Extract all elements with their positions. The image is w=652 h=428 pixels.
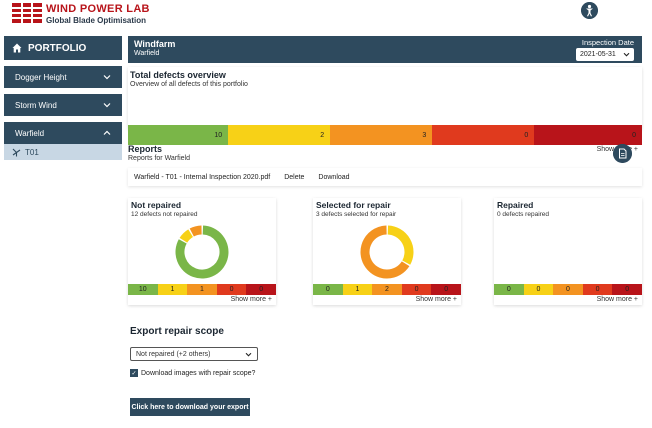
sidebar-subitem-t01[interactable]: T01 xyxy=(4,144,122,160)
download-images-checkbox[interactable]: ✓ xyxy=(130,369,138,377)
severity-count: 1 xyxy=(157,284,188,295)
chevron-down-icon xyxy=(103,103,111,108)
severity-count: 0 xyxy=(313,284,343,295)
inspection-date-label: Inspection Date xyxy=(581,38,634,47)
reports-subtitle: Reports for Warfield xyxy=(128,155,190,162)
severity-segment: 2 xyxy=(228,125,331,145)
severity-segment: 10 xyxy=(128,125,229,145)
severity-count: 1 xyxy=(342,284,373,295)
card-show-more-link[interactable]: Show more + xyxy=(596,296,638,303)
sidebar-item-label: Storm Wind xyxy=(15,100,57,110)
repair-scope-select[interactable]: Not repaired (+2 others) xyxy=(130,347,258,361)
download-images-option: ✓ Download images with repair scope? xyxy=(130,369,255,377)
not-repaired-card: Not repaired 12 defects not repaired 10 1… xyxy=(128,198,276,305)
sidebar-subitem-label: T01 xyxy=(25,147,39,157)
severity-segment: 0 xyxy=(534,125,642,145)
report-file-name[interactable]: Warfield - T01 - Internal Inspection 202… xyxy=(134,173,271,181)
severity-count: 0 xyxy=(553,284,583,295)
chevron-down-icon xyxy=(103,75,111,80)
home-icon xyxy=(12,43,22,53)
severity-count: 1 xyxy=(187,284,217,295)
windfarm-label: Windfarm xyxy=(134,39,176,49)
download-report-link[interactable]: Download xyxy=(318,173,350,181)
chevron-down-icon xyxy=(245,352,252,357)
portfolio-label: PORTFOLIO xyxy=(28,42,87,54)
sidebar-item-warfield[interactable]: Warfield xyxy=(4,122,122,144)
chevron-up-icon xyxy=(103,130,111,135)
card-title: Not repaired xyxy=(131,200,182,210)
severity-count: 0 xyxy=(216,284,247,295)
brand-subtitle: Global Blade Optimisation xyxy=(46,16,147,25)
card-subtitle: 12 defects not repaired xyxy=(131,211,198,218)
windfarm-header: Windfarm Warfield Inspection Date 2021-0… xyxy=(128,36,642,63)
overview-title: Total defects overview xyxy=(130,70,226,80)
card-subtitle: 0 defects repaired xyxy=(497,211,550,218)
sidebar-item-label: Warfield xyxy=(15,128,45,138)
repair-scope-value: Not repaired (+2 others) xyxy=(136,350,211,358)
inspection-date-select[interactable]: 2021-05-31 xyxy=(576,48,634,61)
donut-slice xyxy=(387,225,414,265)
not-repaired-severity-bar: 10 1 1 0 0 xyxy=(128,284,276,295)
card-show-more-link[interactable]: Show more + xyxy=(230,296,272,303)
export-repair-scope: Export repair scope Not repaired (+2 oth… xyxy=(130,326,258,416)
card-title: Repaired xyxy=(497,200,534,210)
delete-report-link[interactable]: Delete xyxy=(284,173,305,181)
report-file-row: Warfield - T01 - Internal Inspection 202… xyxy=(128,168,642,186)
severity-count: 0 xyxy=(494,284,524,295)
card-title: Selected for repair xyxy=(316,200,391,210)
defects-severity-bar: 10 2 3 0 0 xyxy=(128,125,642,145)
sidebar-item-dogger-height[interactable]: Dogger Height xyxy=(4,66,122,88)
severity-segment: 0 xyxy=(432,125,535,145)
chevron-down-icon xyxy=(623,52,630,57)
windfarm-name: Warfield xyxy=(134,50,160,57)
selected-for-repair-card: Selected for repair 3 defects selected f… xyxy=(313,198,461,305)
total-defects-overview: Total defects overview Overview of all d… xyxy=(128,67,642,153)
repaired-donut-chart xyxy=(540,224,596,280)
donut-slice xyxy=(189,225,202,237)
severity-count: 0 xyxy=(523,284,554,295)
reports-title: Reports xyxy=(128,144,163,154)
donut-slice xyxy=(175,225,229,279)
brand-name: WIND POWER LAB xyxy=(46,3,150,15)
not-repaired-donut-chart xyxy=(175,225,229,279)
download-export-button[interactable]: Click here to download your export xyxy=(130,398,250,416)
portfolio-nav-button[interactable]: PORTFOLIO xyxy=(4,36,122,60)
reports-section: Reports Reports for Warfield Warfield - … xyxy=(128,144,642,181)
severity-count: 0 xyxy=(612,284,642,295)
wind-power-lab-logo xyxy=(12,3,42,23)
sidebar-item-label: Dogger Height xyxy=(15,72,67,82)
inspection-date-value: 2021-05-31 xyxy=(580,51,616,58)
severity-segment: 3 xyxy=(330,125,433,145)
selected-for-repair-donut-chart xyxy=(360,225,414,279)
upload-report-icon[interactable] xyxy=(613,144,632,163)
download-images-label: Download images with repair scope? xyxy=(141,369,256,377)
severity-count: 0 xyxy=(401,284,432,295)
severity-count: 0 xyxy=(246,284,276,295)
severity-count: 0 xyxy=(431,284,461,295)
export-title: Export repair scope xyxy=(130,326,224,337)
card-show-more-link[interactable]: Show more + xyxy=(415,296,457,303)
severity-count: 2 xyxy=(372,284,402,295)
top-bar: WIND POWER LAB Global Blade Optimisation xyxy=(0,0,652,30)
card-subtitle: 3 defects selected for repair xyxy=(316,211,397,218)
main-content: Windfarm Warfield Inspection Date 2021-0… xyxy=(128,36,642,153)
severity-count: 10 xyxy=(128,284,158,295)
user-menu-icon[interactable] xyxy=(581,2,598,19)
donut-slice xyxy=(360,225,410,279)
overview-subtitle: Overview of all defects of this portfoli… xyxy=(130,81,248,88)
sidebar-item-storm-wind[interactable]: Storm Wind xyxy=(4,94,122,116)
severity-count: 0 xyxy=(582,284,613,295)
turbine-icon xyxy=(12,148,21,156)
donut-slice xyxy=(179,229,194,243)
sidebar: PORTFOLIO Dogger Height Storm Wind Warfi… xyxy=(4,36,122,160)
